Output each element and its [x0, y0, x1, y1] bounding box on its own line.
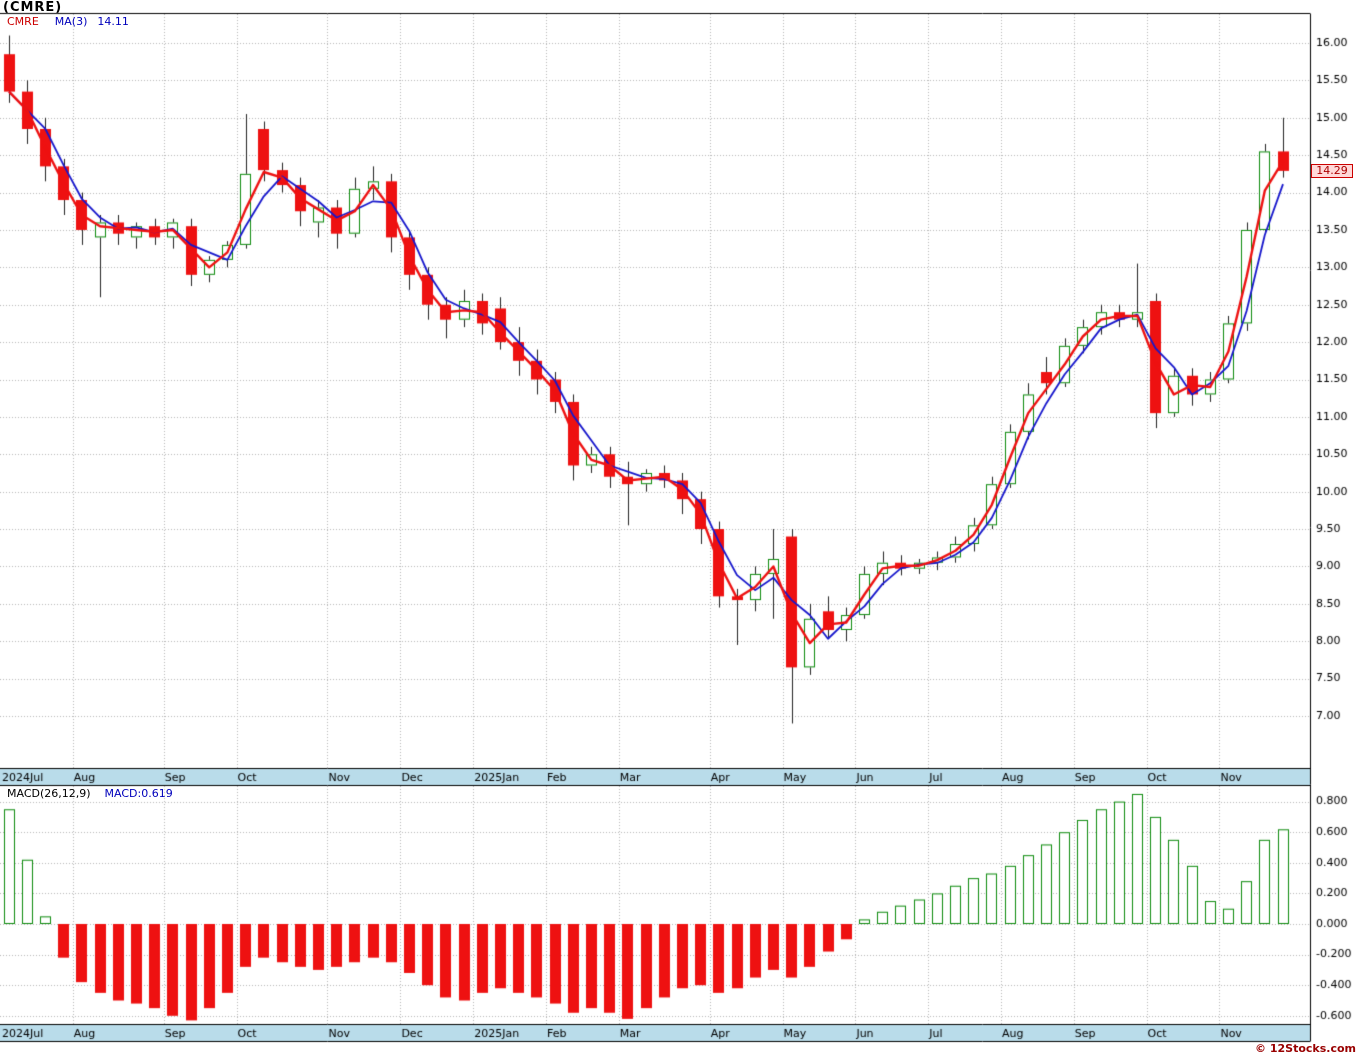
macd-value: MACD:0.619 [104, 787, 173, 800]
legend-ma-value: 14.11 [97, 15, 129, 28]
macd-label: MACD(26,12,9) [7, 787, 91, 800]
legend-symbol: CMRE [7, 15, 39, 28]
price-legend: CMRE MA(3) 14.11 [7, 15, 129, 28]
chart-title: (CMRE) [3, 0, 63, 15]
last-price-tag: 14.29 [1311, 164, 1353, 178]
legend-ma-label: MA(3) [54, 15, 88, 28]
macd-legend: MACD(26,12,9) MACD:0.619 [7, 787, 173, 800]
watermark: © 12Stocks.com [1255, 1042, 1356, 1055]
